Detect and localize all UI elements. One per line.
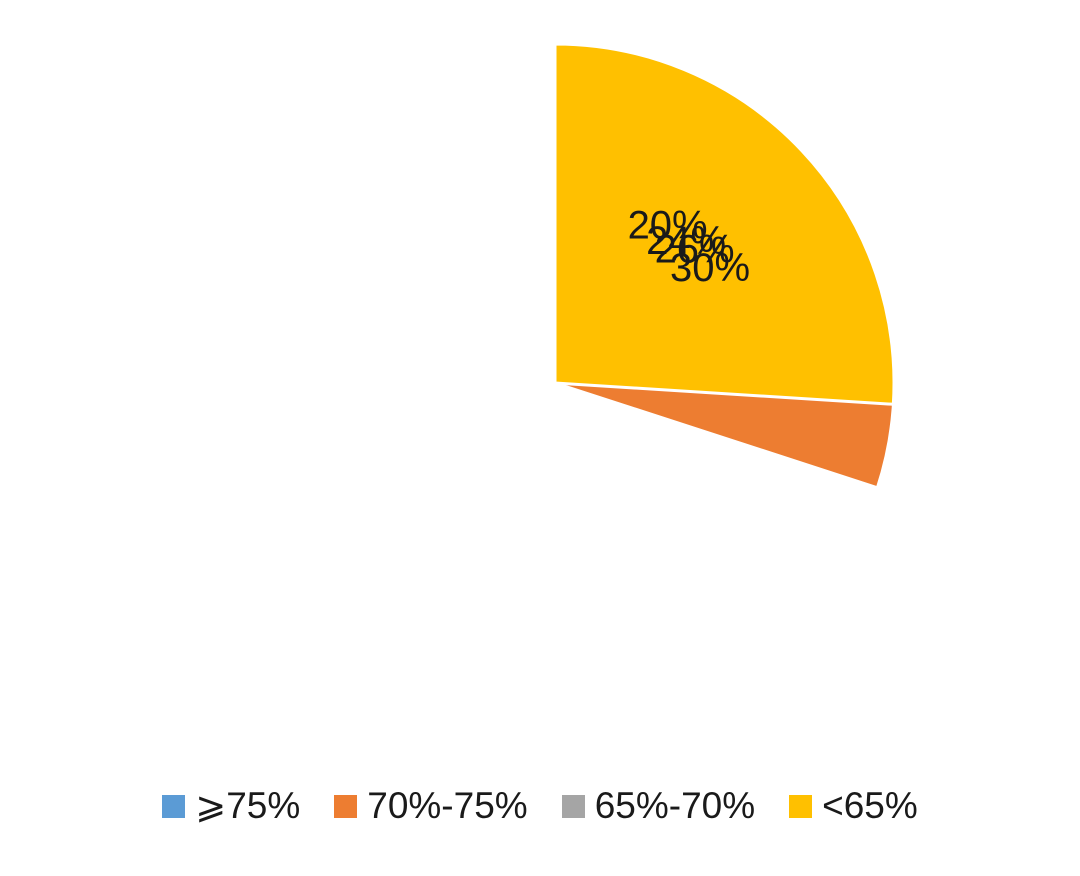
legend-item-label: 70%-75% [367, 785, 528, 826]
pie-slice-data-label: 24% [646, 219, 726, 263]
pie-svg: 20%30%24%26% [553, 42, 896, 490]
legend-item-label: 65%-70% [594, 785, 756, 826]
pie-slices-group [553, 42, 896, 490]
chart-legend: ⩾75% 70%-75% 65%-70% <65% [0, 780, 1080, 832]
legend-item[interactable]: ⩾75% [162, 786, 300, 826]
legend-color-swatch-icon [789, 794, 813, 818]
legend-color-swatch-icon [334, 794, 358, 818]
legend-item-label: <65% [822, 785, 918, 826]
legend-item[interactable]: <65% [789, 786, 918, 826]
pie-slice-data-label: 26% [655, 227, 735, 271]
pie-slice-data-label: 30% [670, 246, 750, 290]
legend-item[interactable]: 65%-70% [561, 785, 756, 826]
pie-data-labels-group: 20%30%24%26% [628, 204, 750, 290]
legend-item[interactable]: 70%-75% [334, 785, 528, 826]
legend-color-swatch-icon [561, 794, 585, 818]
legend-color-swatch-icon [162, 794, 186, 818]
pie-slice-data-label: 20% [628, 204, 708, 248]
pie-plot-area: 20% 30% 24% 26% [553, 42, 896, 490]
pie-slice[interactable] [553, 42, 896, 406]
legend-item-label: ⩾75% [195, 785, 301, 826]
